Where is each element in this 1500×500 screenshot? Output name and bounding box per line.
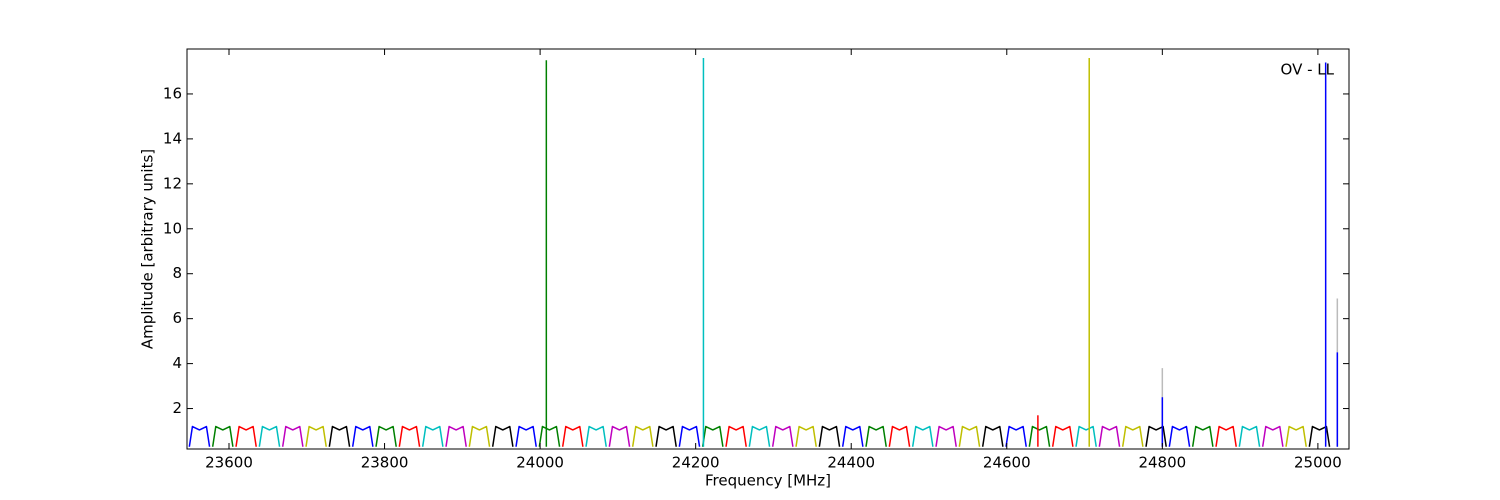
series-line [1161, 62, 1339, 447]
series-line [258, 425, 1261, 447]
series-line [305, 425, 1307, 447]
y-tick-label: 14 [163, 129, 182, 147]
y-tick-label: 6 [172, 309, 182, 327]
series-line [328, 425, 1331, 447]
y-tick-label: 2 [172, 399, 182, 417]
y-axis-label: Amplitude [arbitrary units] [139, 149, 157, 349]
y-tick-label: 8 [172, 264, 182, 282]
plot-frame [186, 48, 1350, 450]
x-tick-label: 24600 [983, 454, 1031, 472]
series-line [281, 425, 1284, 447]
series-line [211, 425, 1214, 447]
x-tick-label: 24800 [1138, 454, 1186, 472]
x-tick-label: 24200 [672, 454, 720, 472]
series-line [235, 425, 1237, 447]
annotation: OV - LL [1281, 61, 1335, 79]
y-tick-label: 12 [163, 174, 182, 192]
x-tick-label: 25000 [1294, 454, 1342, 472]
x-tick-label: 24000 [516, 454, 564, 472]
plot-lines [188, 57, 1339, 447]
y-tick-label: 10 [163, 219, 182, 237]
x-tick-label: 23800 [361, 454, 409, 472]
series-line [188, 425, 1191, 447]
x-tick-label: 24400 [827, 454, 875, 472]
x-tick-label: 23600 [205, 454, 253, 472]
y-tick-label: 4 [172, 354, 182, 372]
y-tick-label: 16 [163, 84, 182, 102]
x-axis-label: Frequency [MHz] [705, 472, 831, 490]
